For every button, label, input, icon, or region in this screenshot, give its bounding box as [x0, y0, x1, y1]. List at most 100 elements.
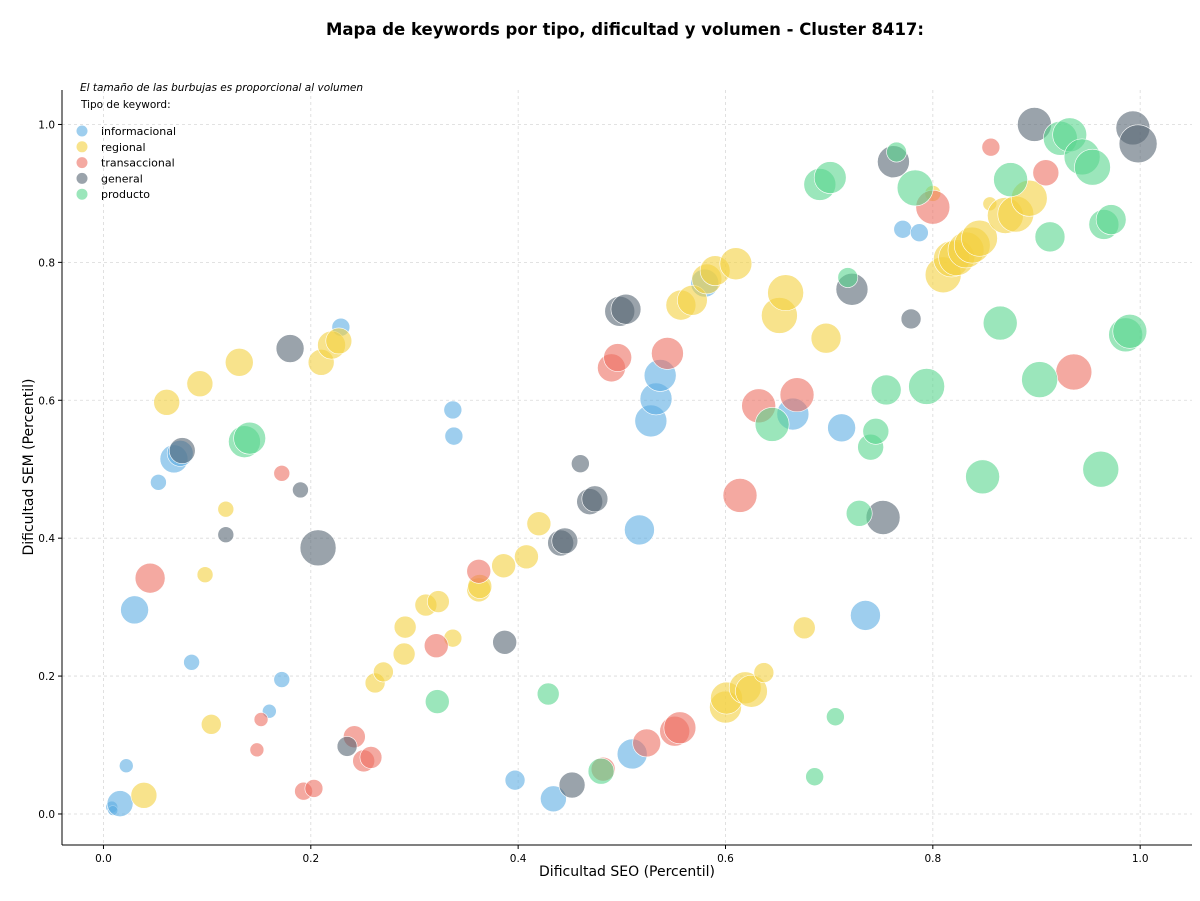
- bubble-informacional: [443, 400, 463, 420]
- bubble-transaccional: [134, 562, 166, 594]
- chart-title: Mapa de keywords por tipo, dificultad y …: [325, 20, 925, 39]
- bubble-producto: [908, 368, 945, 405]
- bubble-transaccional: [603, 343, 632, 372]
- bubble-regional: [373, 661, 394, 683]
- bubble-regional: [677, 284, 708, 316]
- bubble-informacional: [150, 474, 167, 491]
- bubble-informacional: [183, 653, 200, 671]
- bubble-general: [492, 629, 517, 655]
- bubble-transaccional: [304, 779, 324, 798]
- bubble-producto: [813, 161, 847, 194]
- bubble-producto: [1112, 314, 1148, 349]
- bubble-producto: [233, 421, 266, 455]
- bubble-general: [581, 485, 609, 513]
- bubble-transaccional: [1055, 353, 1093, 391]
- x-tick-label: 0.8: [924, 853, 941, 865]
- legend: informacional regional transaccional genera…: [76, 125, 176, 201]
- bubble-general: [275, 334, 305, 363]
- bubble-transaccional: [632, 728, 661, 758]
- bubble-transaccional: [359, 746, 383, 769]
- bubble-regional: [753, 662, 775, 683]
- bubble-size-note: El tamaño de las burbujas es proporciona…: [80, 82, 363, 94]
- y-tick-label: 1.0: [38, 119, 55, 131]
- bubble-transaccional: [249, 742, 265, 758]
- bubble-informacional: [540, 785, 567, 813]
- bubble-general: [571, 454, 590, 474]
- legend-label-informacional: informacional: [101, 125, 176, 138]
- bubble-regional: [792, 616, 816, 640]
- legend-label-transaccional: transaccional: [101, 157, 175, 170]
- bubble-regional: [767, 274, 804, 312]
- bubble-regional: [325, 327, 353, 355]
- y-tick-label: 0.4: [38, 533, 55, 545]
- bubble-producto: [870, 374, 902, 406]
- bubble-producto: [587, 757, 615, 785]
- bubble-informacional: [120, 595, 149, 625]
- bubble-regional: [526, 511, 552, 536]
- y-tick-label: 0.2: [38, 671, 55, 683]
- bubble-transaccional: [779, 377, 815, 413]
- bubble-producto: [862, 418, 890, 445]
- y-axis-label: Dificultad SEM (Percentil): [21, 379, 37, 556]
- bubble-general: [217, 526, 235, 544]
- y-tick-label: 0.6: [38, 395, 55, 407]
- bubble-informacional: [827, 413, 856, 443]
- bubble-informacional: [850, 600, 881, 631]
- x-tick-label: 0.6: [717, 853, 734, 865]
- bubble-producto: [754, 407, 790, 442]
- bubble-transaccional: [423, 633, 449, 659]
- bubble-producto: [1021, 361, 1058, 398]
- bubble-producto: [424, 689, 450, 714]
- x-tick-label: 0.4: [510, 853, 527, 865]
- bubble-producto: [982, 305, 1018, 341]
- legend-marker-producto: [76, 188, 88, 200]
- bubble-regional: [186, 370, 214, 398]
- bubble-regional: [393, 615, 417, 639]
- bubble-general: [551, 527, 579, 555]
- bubble-regional: [217, 500, 235, 518]
- x-tick-label: 0.2: [302, 853, 319, 865]
- bubble-producto: [826, 707, 845, 727]
- bubble-producto: [1074, 148, 1111, 186]
- bubble-regional: [961, 219, 998, 257]
- bubble-informacional: [106, 790, 134, 817]
- bubble-transaccional: [651, 337, 684, 370]
- bubble-general: [558, 771, 586, 799]
- bubble-regional: [719, 247, 753, 281]
- legend-marker-regional: [76, 141, 88, 153]
- bubble-general: [168, 437, 196, 464]
- legend-label-general: general: [101, 172, 143, 185]
- legend-label-producto: producto: [101, 188, 150, 201]
- bubble-regional: [514, 544, 539, 570]
- bubble-regional: [196, 566, 214, 584]
- bubble-informacional: [118, 758, 134, 774]
- bubble-producto: [536, 682, 560, 706]
- axes-layer: [61, 90, 1192, 846]
- bubble-producto: [837, 267, 859, 288]
- bubble-producto: [1034, 221, 1066, 253]
- bubble-transaccional: [253, 712, 269, 727]
- bubble-informacional: [444, 426, 464, 446]
- bubble-transaccional: [981, 137, 1001, 157]
- bubble-regional: [491, 553, 516, 579]
- ticks-layer: 0.0 0.2 0.4 0.6 0.8 1.0 0.0 0.2 0.4 0.6 0.8 1.0: [38, 119, 1148, 865]
- bubble-informacional: [624, 514, 655, 546]
- legend-title: Tipo de keyword:: [80, 99, 171, 111]
- bubble-regional: [200, 714, 222, 735]
- bubble-transaccional: [722, 478, 758, 513]
- bubble-producto: [993, 162, 1028, 197]
- bubble-regional: [735, 674, 768, 708]
- bubble-general: [610, 293, 642, 325]
- bubble-producto: [1082, 450, 1120, 488]
- bubble-transaccional: [273, 465, 291, 482]
- bubble-producto: [845, 500, 873, 527]
- bubble-regional: [130, 782, 158, 809]
- bubble-producto: [886, 141, 907, 163]
- bubble-transaccional: [466, 558, 492, 584]
- bubble-informacional: [504, 769, 526, 791]
- bubble-producto: [1095, 204, 1127, 235]
- bubble-regional: [392, 642, 416, 666]
- x-axis-label: Dificultad SEO (Percentil): [539, 864, 715, 880]
- bubble-producto: [965, 459, 1000, 495]
